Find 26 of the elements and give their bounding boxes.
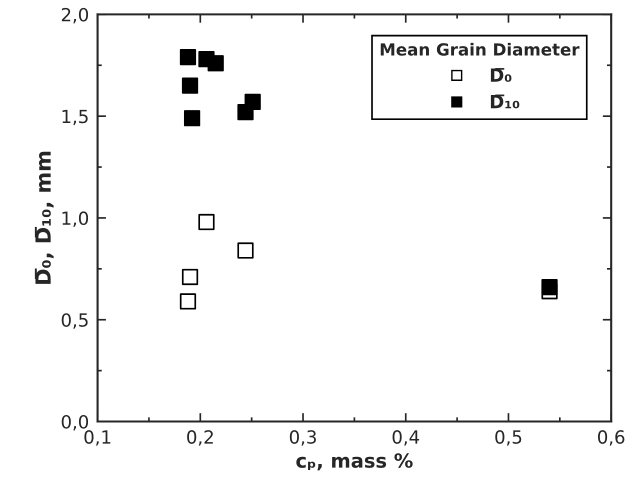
point — [198, 214, 215, 230]
point — [541, 279, 558, 296]
x-tick-label: 0,5 — [495, 430, 522, 446]
x-tick-label: 0,2 — [187, 430, 213, 446]
x-tick-label: 0,1 — [84, 430, 110, 446]
legend-label: D̅₀ — [490, 68, 512, 82]
x-tick-label: 0,4 — [392, 430, 420, 446]
x-tick-label: 0,3 — [290, 430, 316, 446]
point — [180, 49, 196, 66]
legend-title: Mean Grain Diameter — [380, 42, 580, 56]
x-tick-label: 0,6 — [598, 430, 624, 446]
point — [208, 55, 224, 72]
y-tick-label: 0,0 — [62, 414, 88, 430]
legend-label: D̅₁₀ — [490, 94, 520, 108]
y-tick-label: 1,0 — [62, 211, 88, 227]
point — [244, 94, 261, 110]
y-tick-label: 2,0 — [62, 8, 88, 24]
point — [237, 242, 254, 259]
y-axis-title: D̅₀, D̅₁₀, mm — [34, 152, 54, 284]
point — [182, 268, 198, 286]
x-axis-title: cₚ, mass % — [296, 453, 413, 470]
y-tick-label: 1,5 — [62, 110, 88, 126]
point — [184, 110, 200, 126]
point — [180, 293, 196, 310]
y-tick-label: 0,5 — [62, 313, 88, 329]
point — [182, 78, 198, 94]
